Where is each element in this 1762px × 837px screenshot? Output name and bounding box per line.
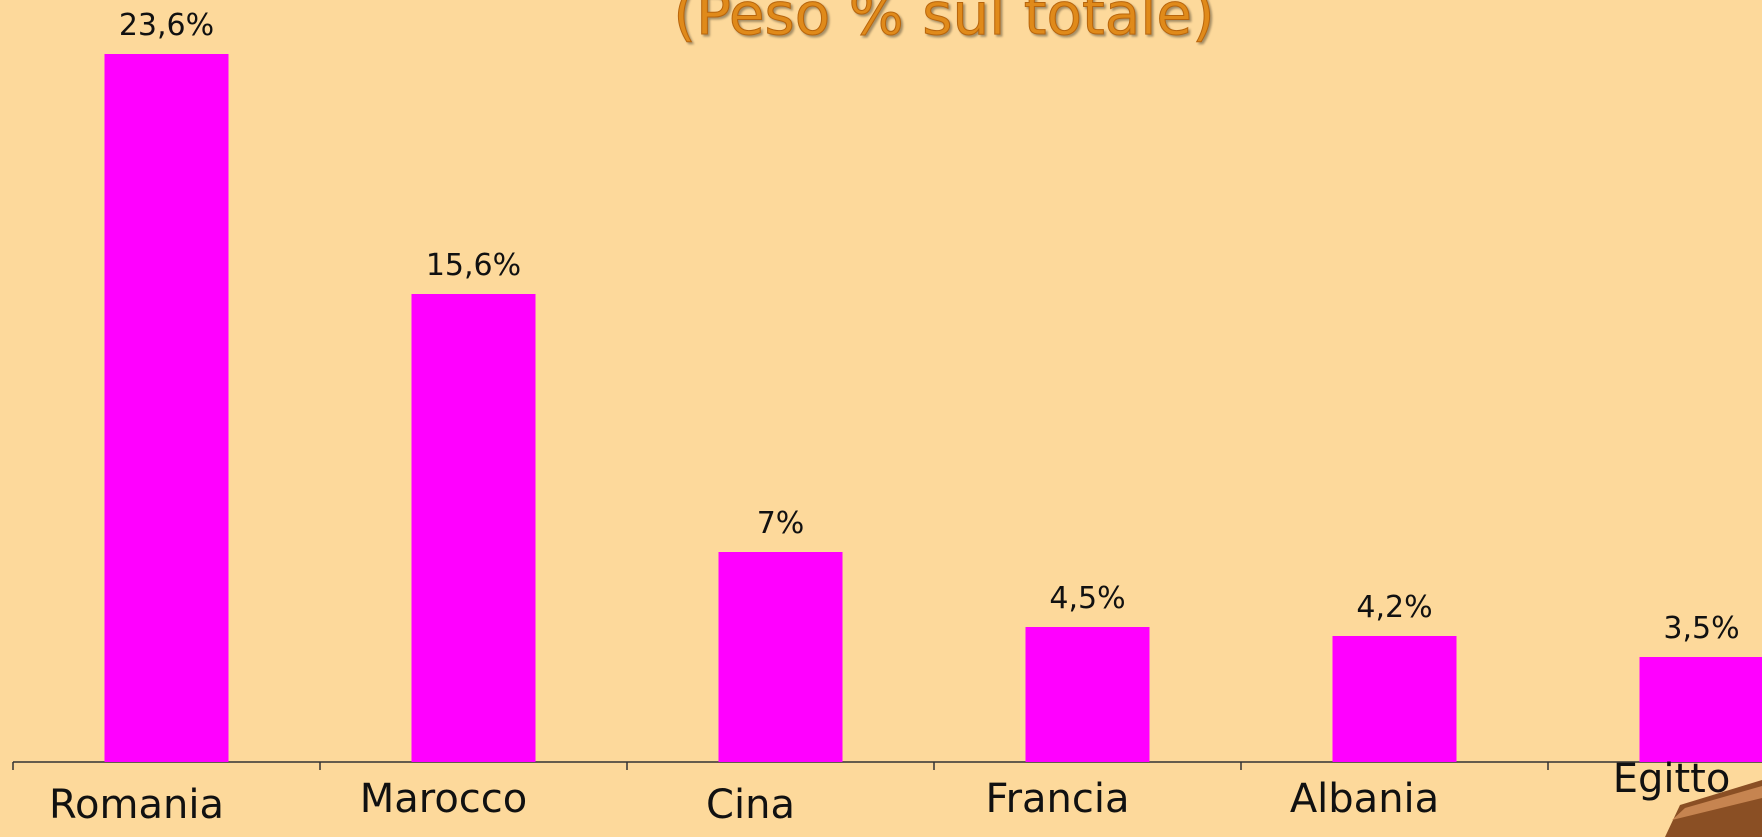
data-label: 4,5%	[1049, 581, 1125, 616]
data-label: 15,6%	[426, 248, 521, 283]
data-label: 4,2%	[1356, 590, 1432, 625]
bar	[1026, 627, 1150, 762]
data-label: 3,5%	[1663, 611, 1739, 646]
bar	[105, 54, 229, 762]
x-tick-label: Marocco	[360, 776, 528, 822]
bar	[1640, 657, 1762, 762]
chart-title: (Peso % sul totale)	[673, 0, 1214, 48]
background	[0, 0, 1762, 837]
data-label: 23,6%	[119, 8, 214, 43]
bar	[412, 294, 536, 762]
x-tick-label: Albania	[1290, 776, 1439, 822]
x-tick-label: Cina	[706, 782, 795, 828]
x-tick-label: Romania	[49, 782, 224, 828]
chart: (Peso % sul totale) 23,6% Romania 15,6% Mar…	[0, 0, 1762, 837]
x-tick-label: Francia	[985, 776, 1129, 822]
bar	[719, 552, 843, 762]
data-label: 7%	[757, 506, 805, 541]
bar	[1333, 636, 1457, 762]
